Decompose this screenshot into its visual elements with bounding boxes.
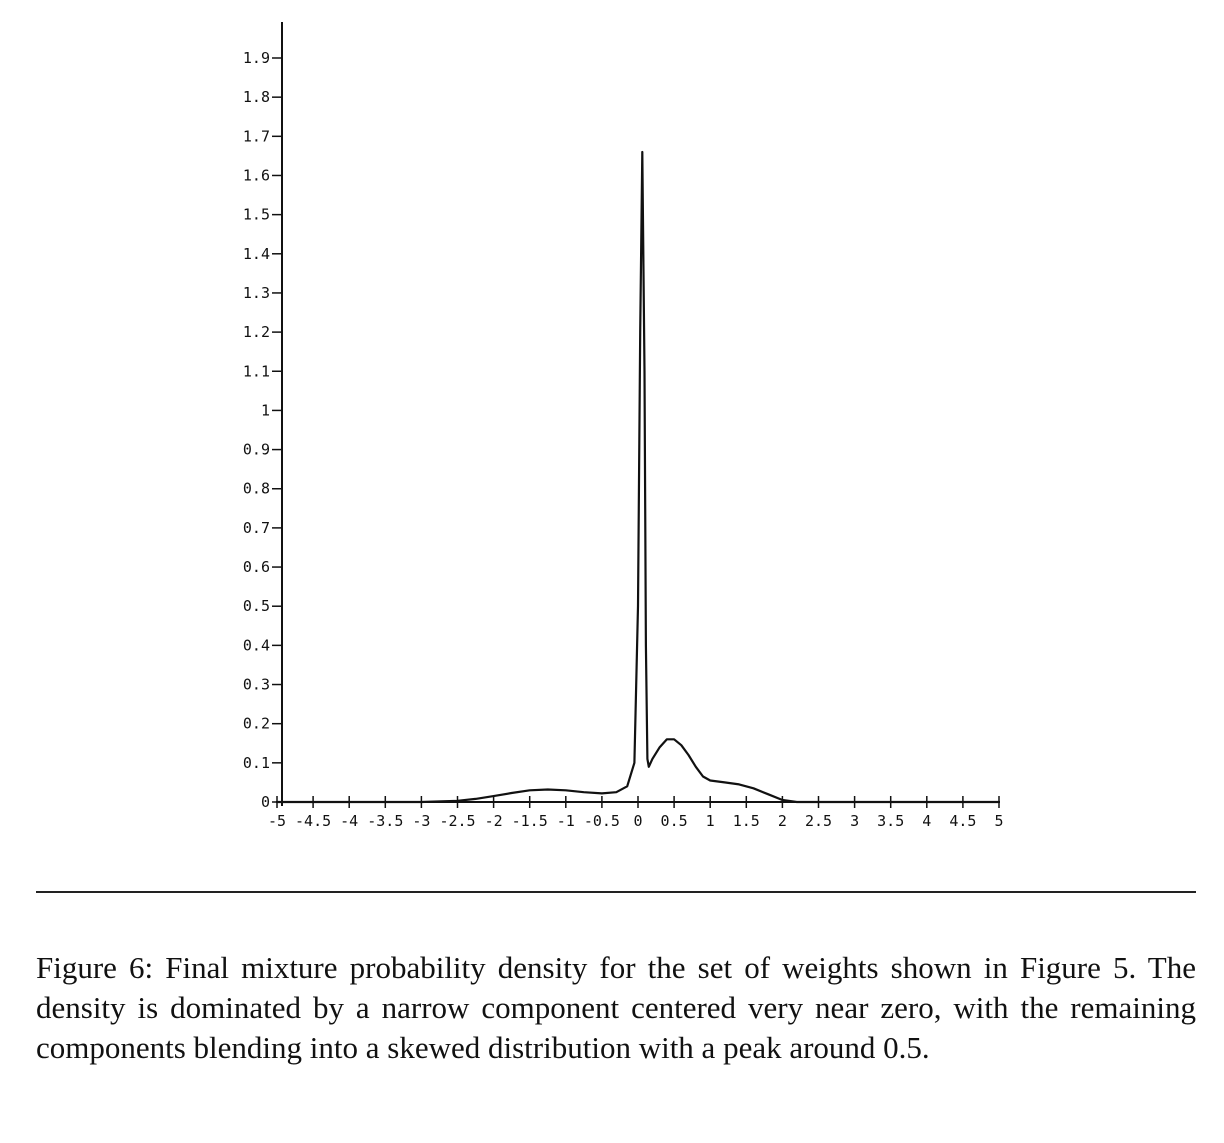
y-tick-label: 0.4 xyxy=(243,636,270,654)
x-tick-label: -5 xyxy=(268,812,286,830)
caption-divider xyxy=(36,891,1196,893)
y-tick-label: 0.2 xyxy=(243,715,270,733)
x-tick-label: 0.5 xyxy=(661,812,688,830)
figure-caption: Figure 6: Final mixture probability dens… xyxy=(36,950,1196,1065)
x-tick-label: -1.5 xyxy=(512,812,548,830)
y-tick-label: 1.4 xyxy=(243,245,270,263)
x-tick-label: 4.5 xyxy=(949,812,976,830)
x-tick-label: -3 xyxy=(412,812,430,830)
x-tick-label: 2.5 xyxy=(805,812,832,830)
y-tick-label: 1.1 xyxy=(243,362,270,380)
x-tick-label: 4 xyxy=(922,812,931,830)
x-tick-label: -3.5 xyxy=(367,812,403,830)
y-tick-label: 0.3 xyxy=(243,676,270,694)
x-tick-label: -0.5 xyxy=(584,812,620,830)
y-axis-ticks: 0 0.1 0.2 0.3 0.4 0.5 0.6 0.7 0.8 0.9 1 1.1 1.2 1.3 1.… xyxy=(243,49,282,811)
y-tick-label: 1.8 xyxy=(243,88,270,106)
density-chart: 0 0.1 0.2 0.3 0.4 0.5 0.6 0.7 0.8 0.9 1 1.1 1.2 1.3 1.… xyxy=(243,22,1004,830)
x-axis-ticks: -5 -4.5 -4 -3.5 -3 -2.5 -2 -1.5 -1 -0.5 0 0.5 1 1.5 2 2… xyxy=(268,796,1004,830)
density-series-line xyxy=(277,150,999,804)
x-tick-label: 5 xyxy=(994,812,1003,830)
y-tick-label: 0.7 xyxy=(243,519,270,537)
y-tick-label: 1.9 xyxy=(243,49,270,67)
x-tick-label: 2 xyxy=(778,812,787,830)
y-tick-label: 0 xyxy=(261,793,270,811)
x-tick-label: -4.5 xyxy=(295,812,331,830)
x-tick-label: -1 xyxy=(557,812,575,830)
y-tick-label: 1.7 xyxy=(243,127,270,145)
x-tick-label: 3.5 xyxy=(877,812,904,830)
x-tick-label: 0 xyxy=(633,812,642,830)
x-tick-label: -2 xyxy=(485,812,503,830)
y-tick-label: 0.8 xyxy=(243,480,270,498)
y-tick-label: 1.6 xyxy=(243,166,270,184)
y-tick-label: 0.1 xyxy=(243,754,270,772)
x-tick-label: 1.5 xyxy=(733,812,760,830)
x-tick-label: 3 xyxy=(850,812,859,830)
y-tick-label: 1 xyxy=(261,401,270,419)
x-tick-label: 1 xyxy=(706,812,715,830)
y-tick-label: 0.9 xyxy=(243,441,270,459)
y-tick-label: 0.5 xyxy=(243,597,270,615)
x-tick-label: -2.5 xyxy=(439,812,475,830)
y-tick-label: 1.3 xyxy=(243,284,270,302)
x-tick-label: -4 xyxy=(340,812,358,830)
y-tick-label: 1.2 xyxy=(243,323,270,341)
y-tick-label: 1.5 xyxy=(243,206,270,224)
y-tick-label: 0.6 xyxy=(243,558,270,576)
